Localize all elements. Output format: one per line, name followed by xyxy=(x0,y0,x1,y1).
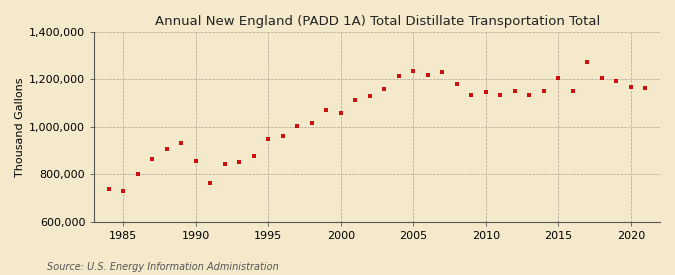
Point xyxy=(248,154,259,159)
Point xyxy=(147,157,158,161)
Point xyxy=(350,97,361,102)
Point xyxy=(481,90,491,95)
Text: Source: U.S. Energy Information Administration: Source: U.S. Energy Information Administ… xyxy=(47,262,279,272)
Point xyxy=(408,69,418,73)
Y-axis label: Thousand Gallons: Thousand Gallons xyxy=(15,77,25,177)
Point xyxy=(394,74,404,78)
Point xyxy=(379,87,389,91)
Point xyxy=(437,70,448,75)
Point xyxy=(205,180,216,185)
Point xyxy=(277,134,288,139)
Point xyxy=(118,189,129,194)
Point xyxy=(553,76,564,80)
Point xyxy=(495,93,506,97)
Point xyxy=(263,136,274,141)
Point xyxy=(611,78,622,83)
Point xyxy=(364,94,375,98)
Point xyxy=(466,93,477,97)
Point xyxy=(190,159,201,163)
Point xyxy=(161,147,172,152)
Point xyxy=(568,89,578,94)
Point xyxy=(539,89,549,94)
Point xyxy=(640,86,651,90)
Point xyxy=(234,160,245,165)
Point xyxy=(176,141,187,146)
Point xyxy=(597,76,608,80)
Title: Annual New England (PADD 1A) Total Distillate Transportation Total: Annual New England (PADD 1A) Total Disti… xyxy=(155,15,600,28)
Point xyxy=(423,72,433,77)
Point xyxy=(219,161,230,166)
Point xyxy=(335,110,346,115)
Point xyxy=(103,186,114,191)
Point xyxy=(452,82,462,86)
Point xyxy=(582,59,593,64)
Point xyxy=(306,121,317,125)
Point xyxy=(524,93,535,97)
Point xyxy=(321,108,332,112)
Point xyxy=(292,123,303,128)
Point xyxy=(510,89,520,94)
Point xyxy=(132,172,143,177)
Point xyxy=(626,84,637,89)
